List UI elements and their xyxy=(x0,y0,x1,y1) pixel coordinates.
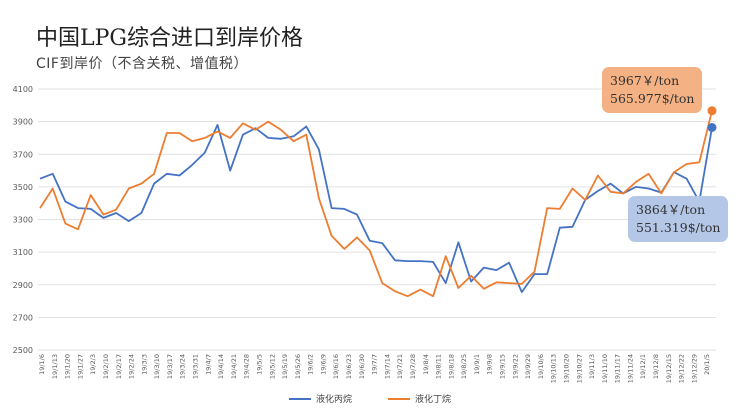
y-axis-ticks: 2500 2700 2900 3100 3300 3500 3700 3900 4100 xyxy=(13,85,33,355)
x-tick-label: 19/2/3 xyxy=(89,354,97,375)
x-tick-label: 19/6/16 xyxy=(332,354,340,379)
x-tick-label: 19/5/19 xyxy=(281,354,289,379)
x-tick-label: 20/1/5 xyxy=(703,354,711,375)
x-tick-label: 19/10/20 xyxy=(562,354,570,383)
propane-price-callout: 3864￥/ton 551.319$/ton xyxy=(628,196,729,242)
x-tick-label: 19/8/11 xyxy=(435,354,443,379)
x-tick-label: 19/12/1 xyxy=(639,354,647,379)
chart-subtitle: CIF到岸价（不含关税、增值税） xyxy=(36,56,248,72)
x-tick-label: 19/2/24 xyxy=(128,354,136,379)
x-tick-label: 19/3/24 xyxy=(179,354,187,379)
x-tick-label: 19/6/23 xyxy=(345,354,353,379)
x-tick-label: 19/4/7 xyxy=(204,354,212,375)
x-tick-label: 19/1/6 xyxy=(38,354,46,375)
legend-item-propane: 液化丙烷 xyxy=(288,392,352,405)
end-markers xyxy=(707,106,717,132)
x-tick-label: 19/3/10 xyxy=(153,354,161,379)
x-tick-label: 19/9/29 xyxy=(524,354,532,379)
chart-legend: 液化丙烷 液化丁烷 xyxy=(0,392,740,405)
x-tick-label: 19/5/12 xyxy=(268,354,276,379)
x-tick-label: 19/4/28 xyxy=(243,354,251,379)
x-tick-label: 19/12/8 xyxy=(652,354,660,379)
x-tick-label: 19/10/27 xyxy=(575,354,583,383)
x-tick-label: 19/2/17 xyxy=(115,354,123,379)
x-tick-label: 19/8/18 xyxy=(447,354,455,379)
chart-title: 中国LPG综合进口到岸价格 xyxy=(36,26,303,51)
x-tick-label: 19/9/15 xyxy=(499,354,507,379)
end-point-butane xyxy=(707,106,717,116)
butane-callout-line-1: 3967￥/ton xyxy=(610,73,680,88)
x-tick-label: 19/3/3 xyxy=(140,354,148,375)
x-tick-label: 19/7/14 xyxy=(383,354,391,379)
x-axis-ticks: 19/1/6 19/1/13 19/1/20 19/1/27 19/2/3 19/2/10… xyxy=(38,354,711,383)
x-tick-label: 19/4/21 xyxy=(230,354,238,379)
x-tick-label: 19/7/28 xyxy=(409,354,417,379)
x-tick-label: 19/3/31 xyxy=(192,354,200,379)
y-tick-label: 3500 xyxy=(13,183,33,192)
legend-label-butane: 液化丁烷 xyxy=(415,395,452,405)
x-tick-label: 19/11/10 xyxy=(601,354,609,383)
x-tick-label: 19/1/27 xyxy=(76,354,84,379)
x-tick-label: 19/1/20 xyxy=(64,354,72,379)
x-tick-label: 19/10/13 xyxy=(550,354,558,383)
grid-lines xyxy=(38,88,716,351)
x-tick-label: 19/9/22 xyxy=(511,354,519,379)
x-tick-label: 19/5/5 xyxy=(255,354,263,375)
y-tick-label: 2900 xyxy=(13,281,33,290)
legend-label-propane: 液化丙烷 xyxy=(315,395,352,405)
series-line-propane xyxy=(39,124,713,294)
x-tick-label: 19/6/30 xyxy=(358,354,366,379)
end-point-propane xyxy=(707,122,717,132)
y-tick-label: 2700 xyxy=(13,313,33,322)
legend-swatch-butane xyxy=(388,397,410,400)
x-tick-label: 19/5/26 xyxy=(294,354,302,379)
x-tick-label: 19/9/1 xyxy=(473,354,481,375)
x-tick-label: 19/3/17 xyxy=(166,354,174,379)
x-tick-label: 19/12/15 xyxy=(665,354,673,383)
x-tick-label: 19/8/25 xyxy=(460,354,468,379)
x-tick-label: 19/11/24 xyxy=(626,354,634,383)
propane-callout-line-1: 3864￥/ton xyxy=(636,202,706,217)
y-tick-label: 3100 xyxy=(13,248,33,257)
series-lines xyxy=(39,110,713,298)
x-tick-label: 19/9/8 xyxy=(486,354,494,375)
x-tick-label: 19/10/6 xyxy=(537,354,545,379)
x-tick-label: 19/7/7 xyxy=(371,354,379,375)
butane-callout-line-2: 565.977$/ton xyxy=(610,91,695,106)
y-tick-label: 4100 xyxy=(13,85,33,94)
legend-item-butane: 液化丁烷 xyxy=(388,392,451,405)
x-tick-label: 19/12/29 xyxy=(690,354,698,383)
x-tick-label: 19/8/4 xyxy=(422,354,430,375)
x-tick-label: 19/11/17 xyxy=(614,354,622,383)
propane-callout-line-2: 551.319$/ton xyxy=(636,220,721,235)
x-tick-label: 19/12/22 xyxy=(678,354,686,383)
series-line-butane xyxy=(39,110,713,298)
x-tick-label: 19/2/10 xyxy=(102,354,110,379)
x-tick-label: 19/1/13 xyxy=(51,354,59,379)
y-tick-label: 2500 xyxy=(13,346,33,355)
x-tick-label: 19/6/2 xyxy=(307,354,315,375)
x-tick-label: 19/6/9 xyxy=(319,354,327,375)
x-tick-label: 19/11/3 xyxy=(588,354,596,379)
legend-swatch-propane xyxy=(288,397,311,400)
x-tick-label: 19/7/21 xyxy=(396,354,404,379)
butane-price-callout: 3967￥/ton 565.977$/ton xyxy=(602,67,703,113)
x-tick-label: 19/4/14 xyxy=(217,354,225,379)
y-tick-label: 3300 xyxy=(13,216,33,225)
y-tick-label: 3900 xyxy=(13,118,33,127)
y-tick-label: 3700 xyxy=(13,150,33,159)
